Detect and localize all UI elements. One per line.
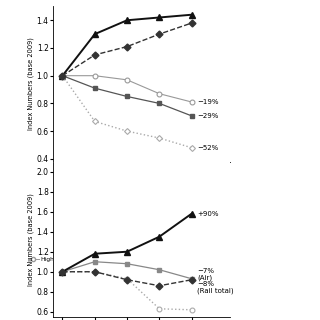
Text: −29%: −29% — [197, 113, 219, 119]
Y-axis label: Index Numbers (base 2009): Index Numbers (base 2009) — [27, 193, 34, 286]
Legend: Highway, Air, HSR, Intercity rail, Rail total: Highway, Air, HSR, Intercity rail, Rail … — [26, 254, 215, 264]
Text: −19%: −19% — [197, 99, 219, 105]
Y-axis label: Index Numbers (base 2009): Index Numbers (base 2009) — [27, 37, 34, 131]
Text: (a): (a) — [118, 282, 129, 291]
X-axis label: Year: Year — [133, 176, 150, 185]
Text: +90%: +90% — [197, 211, 219, 217]
Text: −8%
(Rail total): −8% (Rail total) — [197, 281, 234, 294]
Text: −52%: −52% — [197, 145, 219, 151]
Text: −7%
(Air): −7% (Air) — [197, 268, 214, 281]
